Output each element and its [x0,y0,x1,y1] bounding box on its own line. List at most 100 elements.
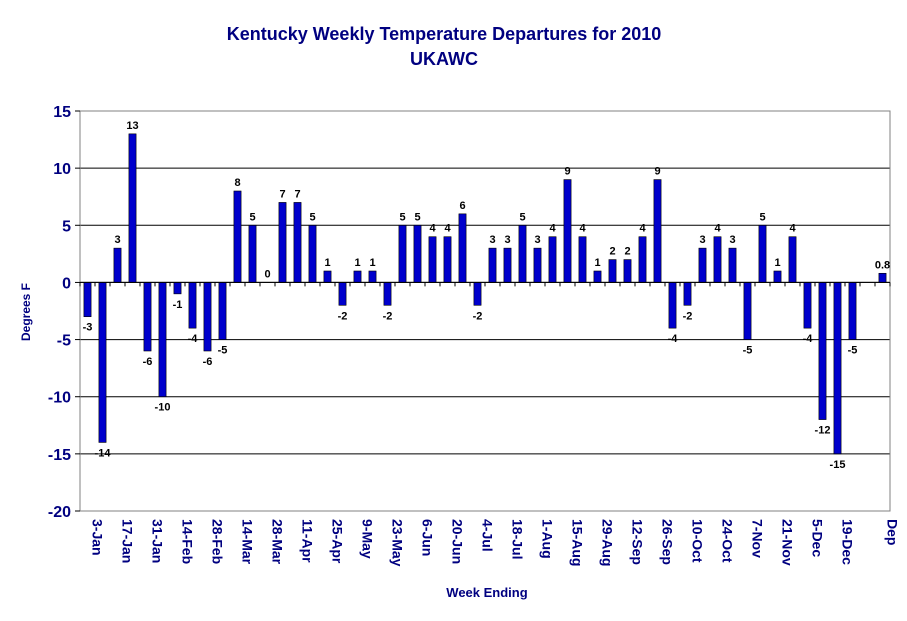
x-tick-label: 20-Jun [450,519,466,564]
bar [233,190,242,283]
bar [278,202,287,283]
x-tick-label: 7-Nov [750,519,766,558]
data-label: 3 [114,234,120,246]
data-label: 7 [294,188,300,200]
x-tick-label: 9-May [360,519,376,559]
bar [578,236,587,283]
x-tick-label: 25-Apr [330,519,346,564]
bar [683,282,692,306]
bar [398,224,407,283]
data-label: -14 [95,447,112,459]
data-label: -2 [683,310,693,322]
data-label: 5 [249,211,255,223]
x-tick-label: 6-Jun [420,519,436,556]
bar [143,282,152,352]
bar [203,282,212,352]
bar [593,270,602,283]
bar [533,247,542,283]
data-label: 7 [279,188,285,200]
bar [728,247,737,283]
x-tick-label: 3-Jan [90,519,106,556]
y-tick-label: -5 [57,333,71,350]
bar [98,282,107,443]
x-tick-label: 24-Oct [720,519,736,563]
bar [308,224,317,283]
data-label: 5 [519,211,525,223]
data-label: 3 [699,234,705,246]
bar [128,133,137,283]
data-label: 3 [504,234,510,246]
bar [758,224,767,283]
bar [218,282,227,340]
bar [698,247,707,283]
x-tick-label: 23-May [390,519,406,567]
data-label: 4 [789,223,796,235]
bar [818,282,827,420]
x-tick-label: 28-Mar [270,519,286,565]
bar [458,213,467,283]
x-axis-label: Week Ending [446,585,527,600]
bar [878,272,887,283]
x-tick-label: 4-Jul [480,519,496,552]
data-label: 9 [564,166,570,178]
bar [323,270,332,283]
bar [608,259,617,283]
bar [173,282,182,295]
bar [518,224,527,283]
data-label: -15 [830,459,846,471]
data-label: 4 [714,223,721,235]
y-tick-label: 0 [62,275,71,292]
x-tick-label: 29-Aug [600,519,616,566]
bar [473,282,482,306]
bar [563,179,572,283]
x-tick-label: 5-Dec [810,519,826,557]
data-label: 5 [759,211,765,223]
data-label: 0.8 [875,259,890,271]
y-tick-label: -15 [48,447,71,464]
bar [83,282,92,318]
data-label: -2 [338,310,348,322]
bar [338,282,347,306]
bar [248,224,257,283]
data-label: 4 [579,223,586,235]
data-label: 1 [369,257,375,269]
x-tick-label: 18-Jul [510,519,526,559]
data-label: 5 [309,211,315,223]
data-label: -1 [173,299,183,311]
data-label: 3 [489,234,495,246]
data-label: 1 [774,257,780,269]
data-label: -5 [218,345,228,357]
y-tick-label: 15 [53,104,71,121]
x-tick-label: 19-Dec [840,519,856,565]
bar [668,282,677,329]
data-label: 2 [624,246,630,258]
x-tick-label: 1-Aug [540,519,556,559]
x-tick-label: 31-Jan [150,519,166,563]
data-label: -4 [803,333,814,345]
data-label: -10 [155,402,171,414]
chart-subtitle: UKAWC [410,49,478,69]
bar [353,270,362,283]
bar [158,282,167,398]
bar [368,270,377,283]
data-label: 1 [324,257,330,269]
chart-title: Kentucky Weekly Temperature Departures f… [227,24,662,44]
data-label: -4 [668,333,679,345]
bar [383,282,392,306]
bar [773,270,782,283]
data-label: 4 [549,223,556,235]
x-tick-label: 17-Jan [120,519,136,563]
x-tick-label: 26-Sep [660,519,676,565]
data-label: 8 [234,177,240,189]
data-label: -6 [143,356,153,368]
x-tick-label: 14-Feb [180,519,196,564]
bar [443,236,452,283]
plot-border [79,110,891,512]
bar [188,282,197,329]
data-label: -4 [188,333,199,345]
data-label: -6 [203,356,213,368]
data-label: 1 [594,257,600,269]
data-label: -5 [848,345,858,357]
bar [548,236,557,283]
